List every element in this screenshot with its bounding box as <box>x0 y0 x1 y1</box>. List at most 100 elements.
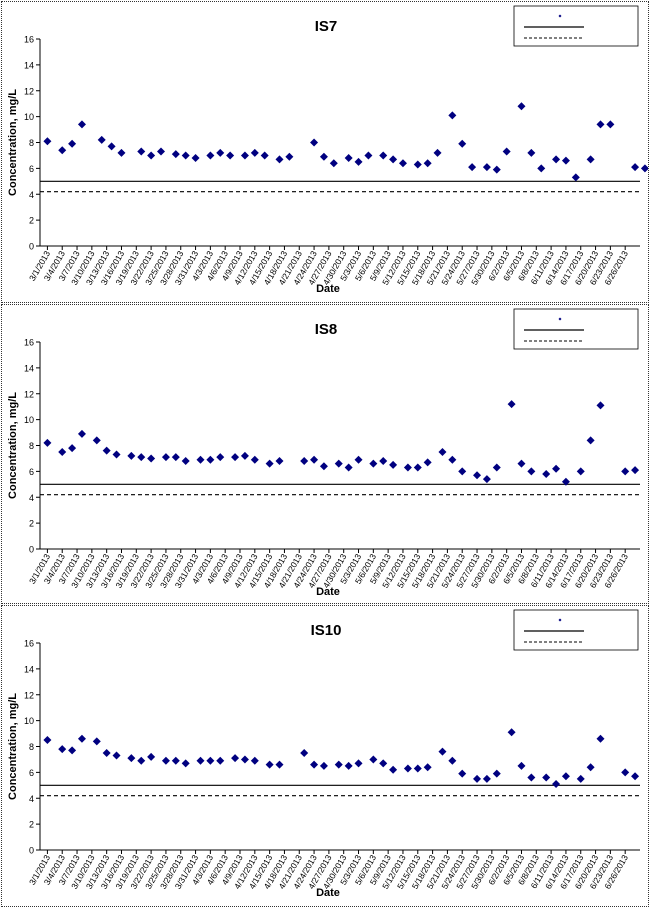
data-point <box>275 155 284 164</box>
data-point <box>502 147 511 156</box>
data-point <box>77 120 86 129</box>
y-tick-label: 10 <box>24 112 34 122</box>
data-point <box>438 747 447 756</box>
data-point <box>571 173 580 182</box>
y-tick-label: 4 <box>29 794 34 804</box>
data-point <box>334 459 343 468</box>
data-point <box>586 436 595 445</box>
data-point <box>542 469 551 478</box>
y-tick-label: 8 <box>29 441 34 451</box>
data-point <box>92 436 101 445</box>
data-point <box>68 139 77 148</box>
data-point <box>310 455 319 464</box>
data-point <box>92 737 101 746</box>
y-tick-label: 2 <box>29 820 34 830</box>
y-tick-label: 10 <box>24 716 34 726</box>
data-point <box>171 150 180 159</box>
data-point <box>156 147 165 156</box>
x-axis-label: Date <box>316 283 340 295</box>
data-point <box>552 780 561 789</box>
data-point <box>240 151 249 160</box>
data-point <box>389 460 398 469</box>
data-point <box>300 748 309 757</box>
data-point <box>77 734 86 743</box>
data-point <box>468 163 477 172</box>
data-point <box>389 765 398 774</box>
data-point <box>231 453 240 462</box>
y-tick-label: 8 <box>29 138 34 148</box>
data-point <box>423 458 432 467</box>
data-point <box>606 120 615 129</box>
data-point <box>631 466 640 475</box>
data-point <box>206 151 215 160</box>
y-tick-label: 0 <box>29 846 34 856</box>
data-point <box>448 111 457 120</box>
data-point <box>561 156 570 165</box>
data-point <box>507 728 516 737</box>
data-point <box>310 760 319 769</box>
data-point <box>413 160 422 169</box>
data-point <box>621 467 630 476</box>
data-point <box>171 756 180 765</box>
y-tick-label: 8 <box>29 742 34 752</box>
data-point <box>369 755 378 764</box>
data-point <box>576 774 585 783</box>
legend-marker-points <box>558 317 562 321</box>
chart-panel-is8: IS8 Concentration, mg/L 0 2 4 6 8 10 12 14 16 3/1/2… <box>1 304 649 604</box>
data-point <box>300 457 309 466</box>
data-point <box>354 455 363 464</box>
data-point <box>265 760 274 769</box>
legend-box <box>513 308 639 350</box>
data-point <box>240 451 249 460</box>
y-tick-label: 16 <box>24 35 34 45</box>
data-point <box>473 774 482 783</box>
data-point <box>58 146 67 155</box>
y-tick-label: 4 <box>29 190 34 200</box>
x-axis-label: Date <box>316 887 340 899</box>
data-point <box>147 454 156 463</box>
y-tick-label: 6 <box>29 164 34 174</box>
data-point <box>482 163 491 172</box>
data-point <box>344 761 353 770</box>
data-point <box>117 148 126 157</box>
data-point <box>389 155 398 164</box>
data-point <box>403 764 412 773</box>
data-point <box>379 759 388 768</box>
data-point <box>458 139 467 148</box>
data-point <box>196 455 205 464</box>
data-point <box>379 151 388 160</box>
data-point <box>329 159 338 168</box>
y-axis-label: Concentration, mg/L <box>7 89 19 196</box>
data-point <box>58 745 67 754</box>
legend-marker-points <box>558 618 562 622</box>
y-tick-label: 10 <box>24 415 34 425</box>
data-point <box>216 148 225 157</box>
data-point <box>621 768 630 777</box>
data-point <box>43 137 52 146</box>
data-point <box>596 120 605 129</box>
data-point <box>310 138 319 147</box>
data-point <box>147 752 156 761</box>
data-point <box>196 756 205 765</box>
data-point <box>319 462 328 471</box>
chart-title: IS8 <box>315 321 338 338</box>
data-point <box>482 475 491 484</box>
data-point <box>552 155 561 164</box>
data-point <box>102 446 111 455</box>
data-point <box>43 438 52 447</box>
data-point <box>354 157 363 166</box>
data-point <box>231 754 240 763</box>
data-point <box>58 447 67 456</box>
legend-box <box>513 5 639 47</box>
chart-panel-is7: IS7 Concentration, mg/L 0 2 4 6 8 10 12 14 16 3/1/2… <box>1 1 649 303</box>
data-point <box>413 764 422 773</box>
data-point <box>137 453 146 462</box>
data-point <box>438 447 447 456</box>
y-tick-label: 6 <box>29 768 34 778</box>
data-point <box>181 759 190 768</box>
y-tick-label: 6 <box>29 467 34 477</box>
data-point <box>364 151 373 160</box>
data-point <box>206 756 215 765</box>
data-point <box>240 755 249 764</box>
data-point <box>631 772 640 781</box>
